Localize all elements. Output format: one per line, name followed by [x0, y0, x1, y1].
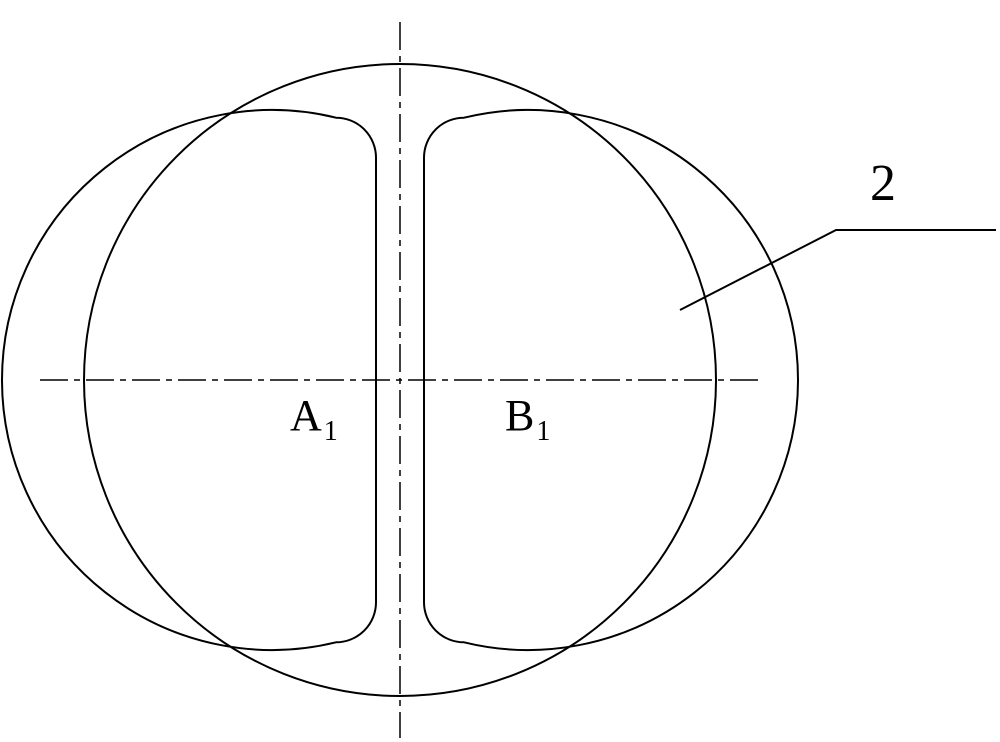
label-b1: B1 [505, 391, 550, 447]
diagram-canvas: A1 B1 2 [0, 0, 1000, 742]
leader-line [680, 230, 996, 310]
label-a1: A1 [290, 391, 338, 447]
leader-label: 2 [870, 155, 896, 212]
